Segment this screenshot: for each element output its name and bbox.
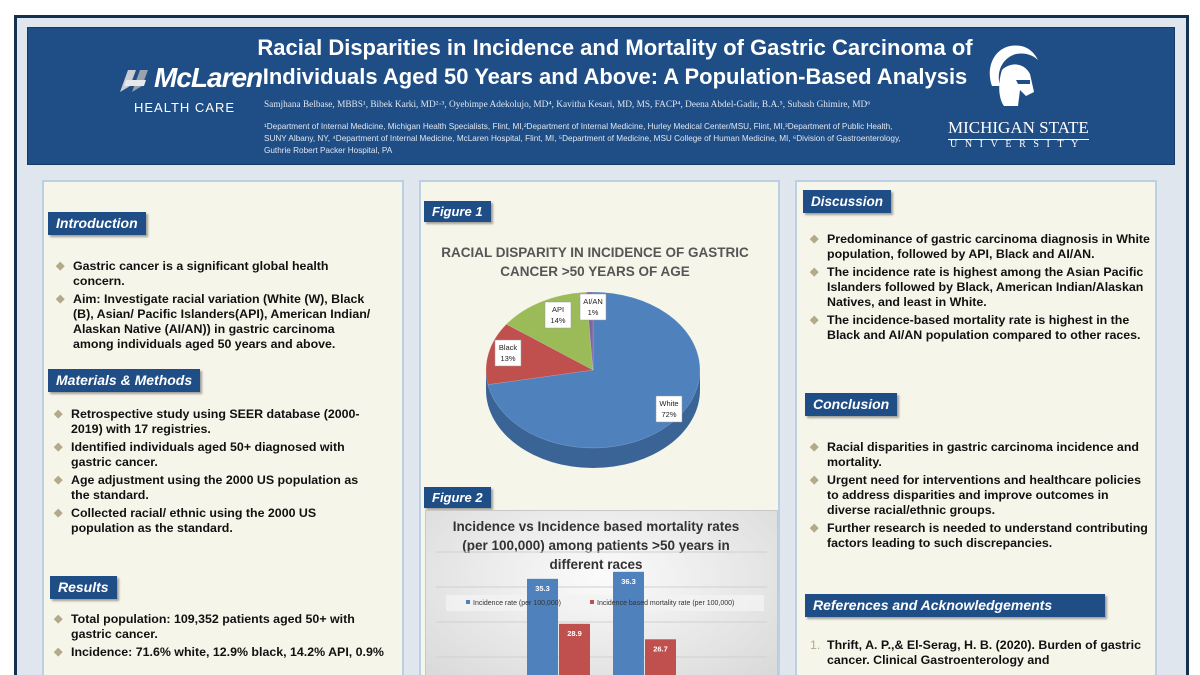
pie-label-value: 72% <box>661 410 676 419</box>
bar-value-label: 36.3 <box>621 577 636 586</box>
pie-label-box <box>494 339 522 367</box>
bar <box>527 578 558 675</box>
pie-label-name: AI/AN <box>583 297 603 306</box>
pie-label-value: 1% <box>588 308 599 317</box>
list-item: Age adjustment using the 2000 US populat… <box>54 473 372 503</box>
msu-name: MICHIGAN STATE <box>948 118 1089 140</box>
bar-chart: 35.3 36.3 28.9 26.7 Incidence rate (per 100,… <box>436 551 767 675</box>
list-item: The incidence-based mortality rate is hi… <box>810 313 1150 343</box>
references-heading: References and Acknowledgements <box>805 594 1105 617</box>
legend-background <box>446 595 764 611</box>
msu-logo: MICHIGAN STATE UNIVERSITY <box>945 40 1089 155</box>
legend-label: Incidence based mortality rate (per 100,… <box>597 600 734 607</box>
list-item: Identified individuals aged 50+ diagnose… <box>54 440 372 470</box>
list-item: Urgent need for interventions and health… <box>810 473 1150 518</box>
reference-number: 1. <box>810 638 821 652</box>
mclaren-logo: McLaren HEALTH CARE <box>118 62 268 119</box>
pie-label-name: API <box>552 305 564 314</box>
bar-value-label: 35.3 <box>535 584 550 593</box>
mclaren-mark-icon <box>120 70 148 92</box>
list-item: Collected racial/ ethnic using the 2000 … <box>54 506 372 536</box>
references-list: 1. Thrift, A. P.,& El-Serag, H. B. (2020)… <box>810 638 1150 668</box>
pie-label-box <box>579 293 607 321</box>
bar <box>559 623 590 675</box>
bar-value-label: 26.7 <box>653 644 668 653</box>
methods-heading: Materials & Methods <box>48 369 201 392</box>
list-item: The incidence rate is highest among the … <box>810 265 1150 310</box>
figure2-label: Figure 2 <box>424 487 491 508</box>
conclusion-list: Racial disparities in gastric carcinoma … <box>810 440 1150 554</box>
title-line-1: Racial Disparities in Incidence and Mort… <box>257 35 973 60</box>
pie-chart-title: RACIAL DISPARITY IN INCIDENCE OF GASTRIC… <box>441 245 749 279</box>
list-item: Total population: 109,352 patients aged … <box>54 612 372 642</box>
legend-swatch <box>466 600 470 604</box>
bar-chart-panel: Incidence vs Incidence based mortality r… <box>425 510 778 675</box>
list-item: Predominance of gastric carcinoma diagno… <box>810 232 1150 262</box>
conclusion-heading: Conclusion <box>805 393 898 416</box>
results-list: Total population: 109,352 patients aged … <box>54 612 394 663</box>
methods-list: Retrospective study using SEER database … <box>54 407 372 539</box>
bar-value-label: 28.9 <box>567 629 582 638</box>
reference-item: 1. Thrift, A. P.,& El-Serag, H. B. (2020)… <box>810 638 1150 668</box>
list-item: Retrospective study using SEER database … <box>54 407 372 437</box>
discussion-heading: Discussion <box>803 190 892 213</box>
legend-label: Incidence rate (per 100,000) <box>473 600 561 607</box>
column-right <box>795 180 1157 675</box>
pie-chart: White 72% Black 13% API 14% AI/AN 1% <box>485 291 701 468</box>
title-line-2: Individuals Aged 50 Years and Above: A P… <box>262 64 968 89</box>
list-item: Further research is needed to understand… <box>810 521 1150 551</box>
discussion-list: Predominance of gastric carcinoma diagno… <box>810 232 1150 346</box>
pie-label-value: 14% <box>550 316 565 325</box>
bar <box>613 571 644 675</box>
reference-text: Thrift, A. P.,& El-Serag, H. B. (2020). … <box>827 638 1141 667</box>
legend-swatch <box>590 600 594 604</box>
list-item: Gastric cancer is a significant global h… <box>56 259 376 289</box>
pie-label-name: Black <box>499 343 518 352</box>
bar <box>645 639 676 675</box>
pie-label-box <box>655 395 683 423</box>
list-item: Aim: Investigate racial variation (White… <box>56 292 376 352</box>
results-heading: Results <box>50 576 117 599</box>
list-item: Incidence: 71.6% white, 12.9% black, 14.… <box>54 645 394 660</box>
mclaren-sub: HEALTH CARE <box>134 100 236 115</box>
spartan-helmet-icon <box>989 45 1038 106</box>
pie-slice-black <box>485 323 594 385</box>
introduction-list: Gastric cancer is a significant global h… <box>56 259 376 355</box>
bar-chart-title: Incidence vs Incidence based mortality r… <box>452 519 740 572</box>
pie-slice-api <box>506 291 594 371</box>
mclaren-name: McLaren <box>154 62 263 93</box>
poster-header <box>27 27 1175 165</box>
msu-sub: UNIVERSITY <box>950 139 1086 150</box>
list-item: Racial disparities in gastric carcinoma … <box>810 440 1150 470</box>
introduction-heading: Introduction <box>48 212 146 235</box>
pie-label-value: 13% <box>500 354 515 363</box>
affiliations: ¹Department of Internal Medicine, Michig… <box>264 122 901 155</box>
figure1-label: Figure 1 <box>424 201 491 222</box>
authors: Samjhana Belbase, MBBS¹, Bibek Karki, MD… <box>264 100 871 110</box>
pie-label-name: White <box>659 399 678 408</box>
poster-title: Racial Disparities in Incidence and Mort… <box>230 33 1000 91</box>
pie-label-box <box>544 301 572 329</box>
